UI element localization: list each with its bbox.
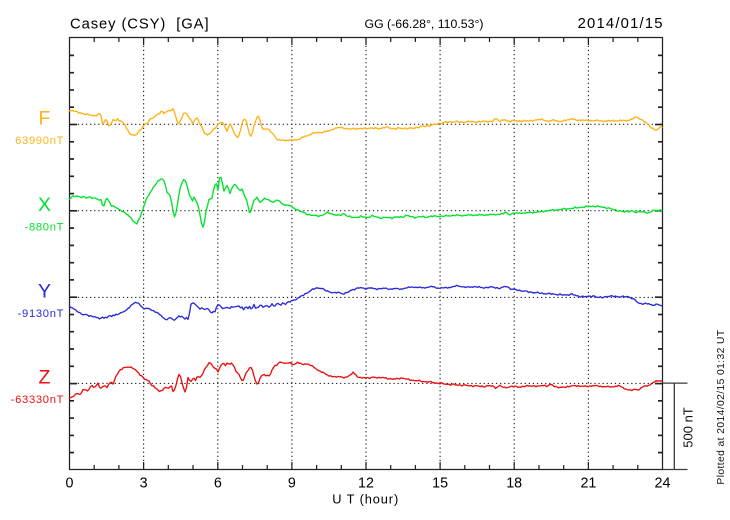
svg-text:U T (hour): U T (hour) <box>332 492 399 507</box>
svg-text:Y: Y <box>38 281 51 303</box>
svg-text:12: 12 <box>358 476 374 492</box>
svg-text:-63330nT: -63330nT <box>11 394 65 406</box>
svg-text:F: F <box>39 108 51 130</box>
svg-text:500 nT: 500 nT <box>681 407 696 448</box>
svg-text:GG (-66.28°, 110.53°): GG (-66.28°, 110.53°) <box>365 17 484 31</box>
svg-text:3: 3 <box>140 476 148 492</box>
svg-text:2014/01/15: 2014/01/15 <box>578 16 664 32</box>
svg-text:0: 0 <box>66 476 74 492</box>
svg-text:15: 15 <box>432 476 448 492</box>
svg-text:24: 24 <box>655 476 671 492</box>
svg-text:6: 6 <box>214 476 222 492</box>
svg-text:X: X <box>38 194 51 216</box>
svg-text:63990nT: 63990nT <box>15 135 64 147</box>
svg-text:18: 18 <box>506 476 522 492</box>
svg-text:-9130nT: -9130nT <box>18 308 65 320</box>
svg-text:21: 21 <box>580 476 596 492</box>
svg-text:Casey (CSY) [GA]: Casey (CSY) [GA] <box>70 17 209 33</box>
svg-text:-880nT: -880nT <box>25 221 65 233</box>
svg-text:9: 9 <box>288 476 296 492</box>
svg-text:Plotted at 2014/02/15 01:32 UT: Plotted at 2014/02/15 01:32 UT <box>716 329 727 484</box>
svg-text:Z: Z <box>39 367 51 389</box>
